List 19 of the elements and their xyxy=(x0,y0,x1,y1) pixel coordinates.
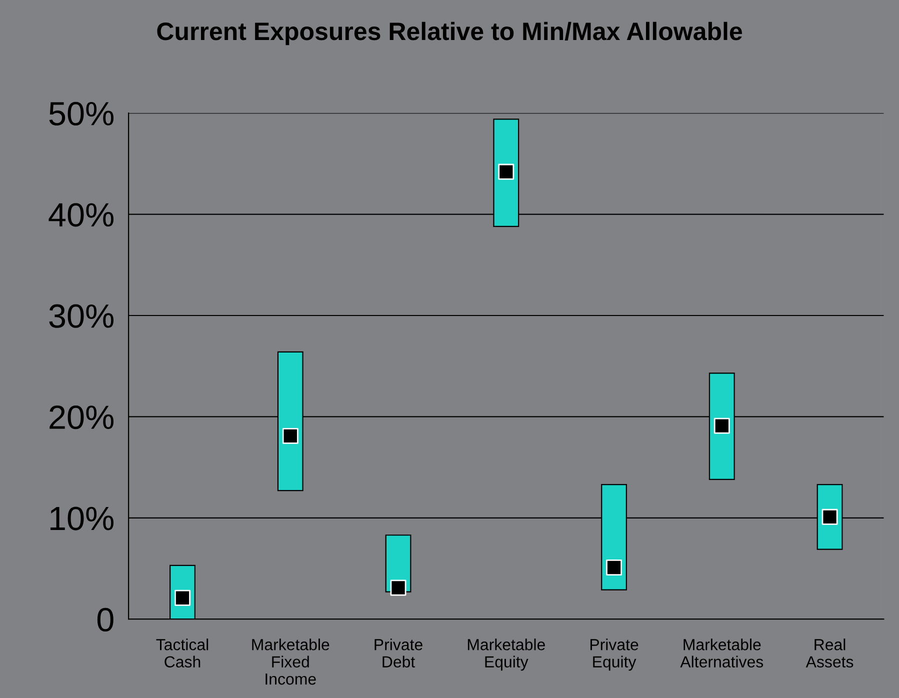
y-tick-label: 30% xyxy=(49,304,114,328)
point xyxy=(714,418,730,434)
x-tick-label: Marketable Fixed Income xyxy=(252,638,330,685)
point xyxy=(282,428,298,444)
x-tick-label: Real Assets xyxy=(806,638,854,668)
x-tick-label: Tactical Cash xyxy=(156,638,208,668)
chart-title: Current Exposures Relative to Min/Max Allowable xyxy=(157,22,742,46)
y-tick-label: 20% xyxy=(50,406,114,430)
y-tick-label: 10% xyxy=(50,506,114,530)
y-tick-label: 50% xyxy=(49,102,114,126)
x-tick-label: Marketable Alternatives xyxy=(680,638,764,668)
x-tick-label: Marketable Equity xyxy=(468,638,545,671)
y-tick-label: 40% xyxy=(48,203,114,227)
point xyxy=(498,164,514,180)
x-tick-label: Private Debt xyxy=(374,638,422,668)
x-tick-label: Private Equity xyxy=(590,638,638,671)
point xyxy=(390,580,406,596)
point xyxy=(606,560,622,576)
y-tick-label: 0 xyxy=(97,608,114,632)
